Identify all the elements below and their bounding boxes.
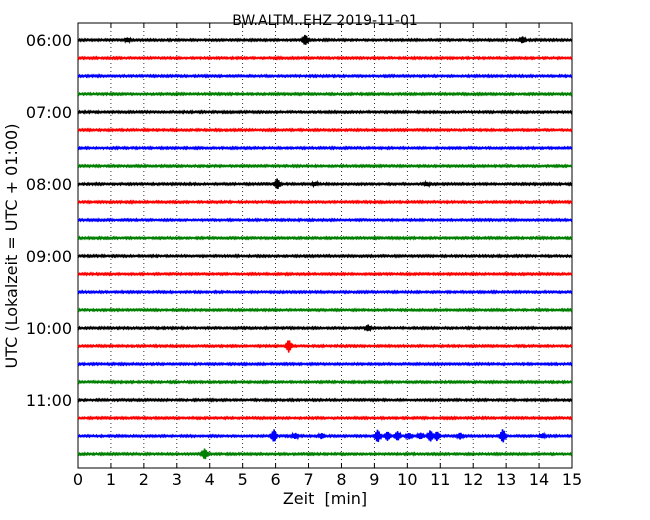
x-axis-label: Zeit [min] [283,489,367,508]
trace-line [77,163,573,169]
trace-line [77,379,573,385]
trace-line [77,109,573,115]
trace-line [77,178,573,190]
x-tick-label: 9 [369,470,379,489]
trace-line [77,429,573,443]
trace-line [77,340,573,353]
trace-line [77,307,573,313]
grid-lines [110,23,540,468]
trace-line [77,91,573,97]
trace-line [77,127,573,133]
axis-ticks [77,23,573,468]
y-tick-label: 08:00 [26,175,72,194]
trace-line [77,34,573,45]
x-tick-label: 11 [430,470,450,489]
trace-line [77,55,573,61]
y-axis-label: UTC (Lokalzeit = UTC + 01:00) [2,124,21,369]
trace-line [77,217,573,223]
x-tick-label: 14 [529,470,549,489]
y-tick-label: 10:00 [26,319,72,338]
trace-line [77,361,573,367]
trace-line [77,235,573,241]
x-tick-label: 12 [463,470,483,489]
trace-line [77,271,573,277]
trace-lines [77,34,573,460]
x-tick-label: 3 [172,470,182,489]
trace-line [77,397,573,403]
x-tick-label: 2 [139,470,149,489]
y-tick-labels: 06:00 07:00 08:00 09:00 10:00 11:00 [26,31,72,410]
x-tick-label: 0 [73,470,83,489]
x-tick-label: 6 [271,470,281,489]
chart-title: BW.ALTM..EHZ 2019-11-01 [232,13,418,29]
trace-line [77,145,573,151]
y-tick-label: 06:00 [26,31,72,50]
trace-line [77,415,573,421]
x-tick-labels: 0 1 2 3 4 5 6 7 8 9 10 11 12 13 14 15 [73,470,582,489]
trace-line [77,199,573,205]
y-tick-label: 11:00 [26,391,72,410]
trace-line [77,289,573,295]
x-tick-label: 7 [303,470,313,489]
trace-line [77,73,573,79]
plot-area [77,22,573,469]
x-tick-label: 13 [496,470,516,489]
trace-line [77,253,573,259]
x-tick-label: 8 [336,470,346,489]
x-tick-label: 1 [106,470,116,489]
y-tick-label: 07:00 [26,103,72,122]
trace-line [77,448,573,460]
x-tick-label: 10 [397,470,417,489]
x-tick-label: 15 [562,470,582,489]
y-tick-label: 09:00 [26,247,72,266]
x-tick-label: 5 [238,470,248,489]
trace-line [77,324,573,333]
x-tick-label: 4 [205,470,215,489]
